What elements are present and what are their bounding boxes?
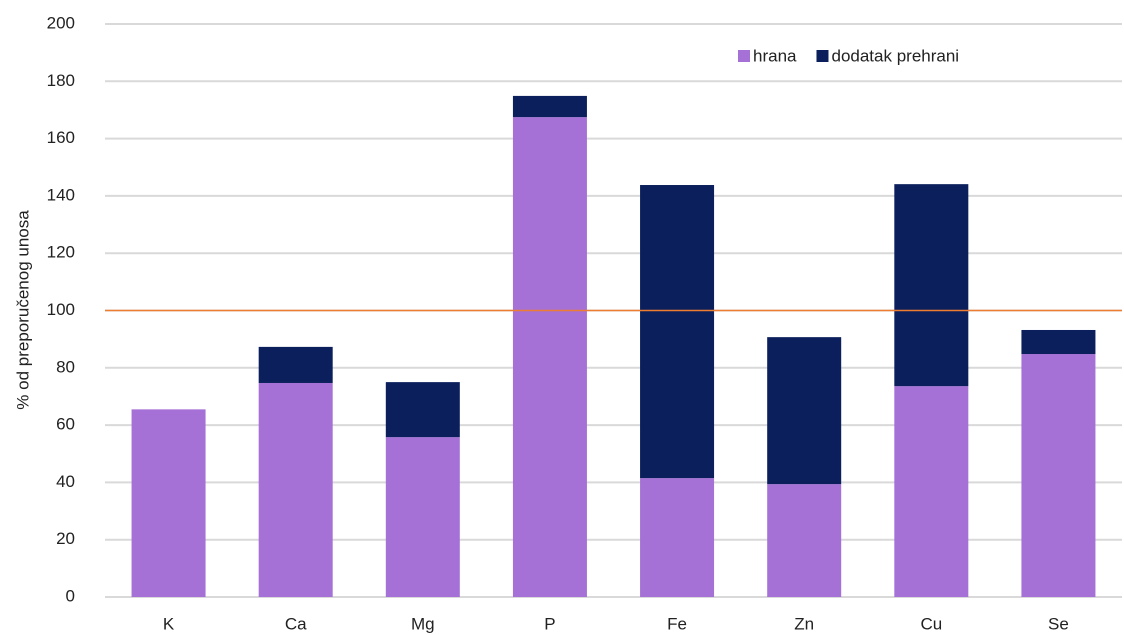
bar-segment: [512, 117, 587, 598]
y-tick-label: 80: [56, 357, 75, 376]
bar-segment: [640, 185, 715, 479]
bar-segment: [1021, 329, 1096, 355]
x-tick-label: K: [163, 614, 175, 633]
y-tick-label: 40: [56, 472, 75, 491]
y-tick-label: 120: [47, 243, 75, 262]
x-tick-label: Zn: [794, 614, 814, 633]
bar-segment: [131, 409, 206, 597]
y-tick-label: 0: [66, 586, 75, 605]
y-tick-label: 200: [47, 13, 75, 32]
legend-label: dodatak prehrani: [831, 46, 959, 65]
bar-segment: [258, 382, 333, 597]
y-tick-label: 20: [56, 529, 75, 548]
x-tick-label: Mg: [411, 614, 435, 633]
x-tick-label: Ca: [285, 614, 307, 633]
y-tick-label: 140: [47, 185, 75, 204]
x-tick-label: Se: [1048, 614, 1069, 633]
legend-swatch: [816, 50, 829, 62]
y-tick-label: 160: [47, 128, 75, 147]
x-tick-label: Fe: [667, 614, 687, 633]
bar-segment: [258, 346, 333, 383]
y-tick-label: 60: [56, 415, 75, 434]
y-tick-label: 180: [47, 71, 75, 90]
bar-segment: [385, 437, 460, 597]
x-tick-label: Cu: [920, 614, 942, 633]
bar-segment: [385, 382, 460, 438]
bar-segment: [1021, 354, 1096, 597]
y-tick-label: 100: [47, 300, 75, 319]
bar-segment: [894, 184, 969, 387]
legend-label: hrana: [753, 46, 797, 65]
bar-segment: [894, 386, 969, 597]
bar-segment: [640, 478, 715, 597]
bar-segment: [767, 337, 842, 485]
bar-segment: [512, 95, 587, 118]
y-axis-label: % od preporučenog unosa: [13, 210, 32, 410]
legend-swatch: [738, 50, 750, 62]
bar-segment: [767, 484, 842, 597]
x-tick-label: P: [544, 614, 555, 633]
